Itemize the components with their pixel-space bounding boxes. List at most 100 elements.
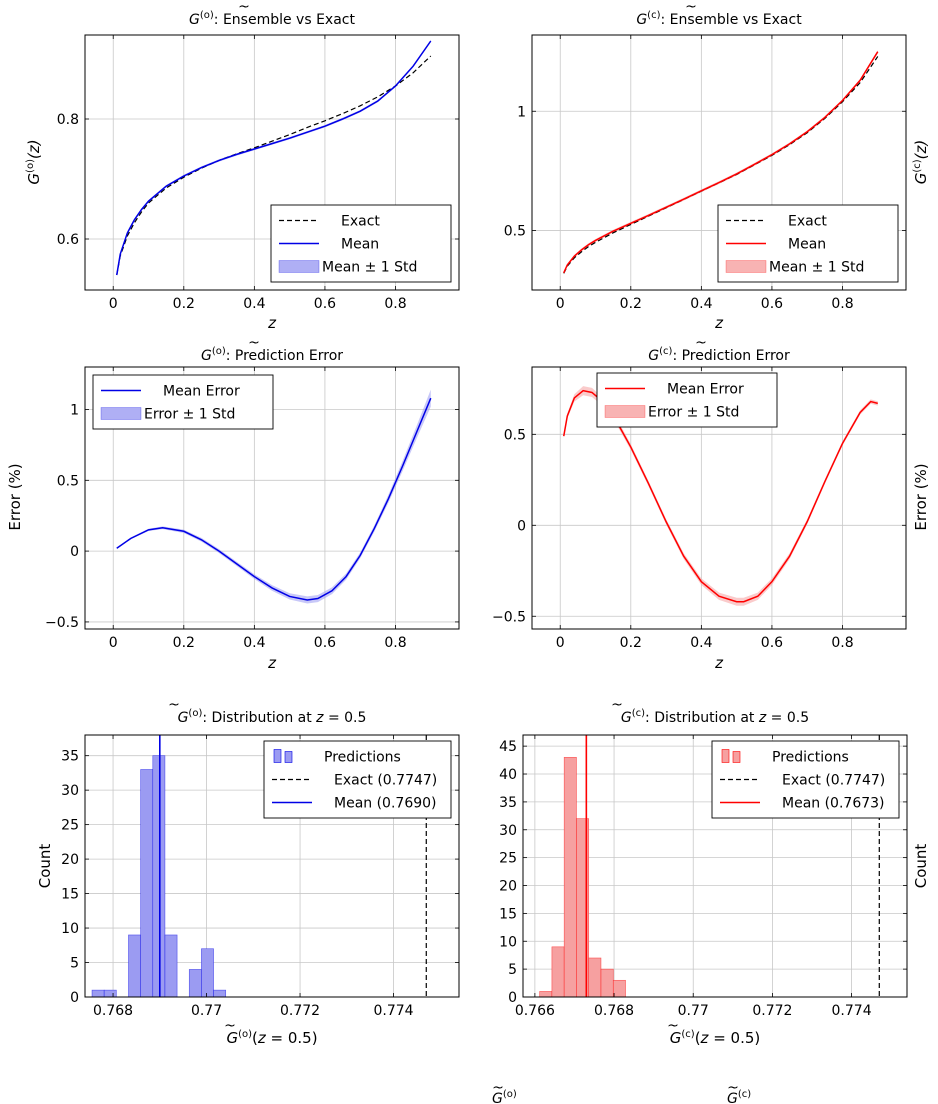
x-tick-label: 0.77 (678, 1003, 709, 1019)
title-superscript: (c) (659, 346, 672, 357)
caption-g-o: G (492, 1091, 503, 1104)
legend-swatch-band (725, 260, 767, 273)
legend: Exact Mean Mean ± 1 Std (270, 204, 452, 283)
x-tick-label: 0.6 (314, 296, 336, 312)
ticks: 0.768 0.77 0.772 0.774 0 5 10 15 20 25 30 35 (61, 735, 459, 1019)
y-tick-label: −0.5 (492, 609, 526, 625)
x-label-symbol: G (226, 1029, 238, 1047)
x-label-open: ( (252, 1029, 258, 1047)
x-label-open: ( (695, 1029, 701, 1047)
x-tick-label: 0.768 (594, 1003, 634, 1019)
y-tick-label: 10 (61, 921, 79, 937)
y-axis-label: Count (36, 844, 54, 889)
axes-frame (531, 34, 907, 291)
caption-tilde-o: ~ (492, 1080, 504, 1096)
plot-area (116, 389, 432, 604)
x-tick-label: 0.772 (752, 1003, 792, 1019)
x-tick-label: 0.4 (243, 296, 265, 312)
mean-series-line (563, 389, 878, 603)
title-symbol: G (189, 12, 200, 28)
mean-series-line (116, 397, 432, 601)
x-label-tilde: ~ (224, 1018, 236, 1034)
legend-swatch-bar (732, 751, 741, 763)
title-symbol: G (178, 710, 189, 726)
ticks: 0.766 0.768 0.77 0.772 0.774 0 5 10 15 20 25 30 35 40… (499, 735, 907, 1019)
x-tick-label: 0.4 (690, 296, 712, 312)
ticks: 0 0.2 0.4 0.6 0.8 −0.5 0 0.5 (492, 367, 906, 651)
histogram-bar (588, 957, 602, 997)
title-symbol: G (201, 348, 212, 364)
title-tilde: ~ (238, 0, 250, 15)
x-tick-label: 0.6 (761, 296, 783, 312)
histogram-bar (539, 991, 553, 997)
x-axis-label: G(c)(z = 0.5) (670, 1029, 760, 1047)
legend-label: Mean ± 1 Std (322, 260, 417, 276)
grid (532, 367, 906, 629)
title-tilde: ~ (695, 335, 707, 351)
histogram-bar (103, 989, 117, 997)
legend: Predictions Exact (0.7747) Mean (0.7673) (711, 740, 900, 819)
x-tick-label: 0.8 (384, 635, 406, 651)
legend-box (263, 740, 452, 819)
title-variable: z (758, 710, 767, 726)
y-axis-label: G(c)(z) (912, 140, 930, 185)
legend-swatch-band (278, 260, 320, 273)
legend-label: Mean (0.7690) (334, 796, 437, 812)
histogram-bar (600, 968, 614, 997)
y-tick-label: 20 (499, 879, 517, 895)
legend-label: Exact (0.7747) (782, 773, 885, 789)
legend-label: Exact (0.7747) (334, 773, 437, 789)
legend-label: Mean Error (163, 384, 240, 400)
y-label-argument: (z) (25, 139, 43, 159)
legend-swatch-bar (273, 749, 282, 763)
x-tick-label: 0.2 (620, 635, 642, 651)
histogram-bar (188, 969, 202, 997)
y-tick-label: 15 (499, 906, 517, 922)
title-text: : Prediction Error (672, 348, 790, 364)
y-tick-label: 1 (517, 104, 526, 120)
x-label-superscript: (o) (238, 1029, 252, 1040)
caption-tilde-c: ~ (727, 1080, 739, 1096)
panel-g-c-distribution: G(c): Distribution at z = 0.5 ~ 0.766 0.7… (499, 697, 930, 1047)
axes-frame (531, 366, 907, 630)
x-tick-label: 0.4 (243, 635, 265, 651)
plot-area (539, 735, 880, 997)
legend-swatch-bar (284, 751, 293, 763)
y-tick-label: 1 (70, 402, 79, 418)
histogram-bar (152, 755, 166, 997)
x-tick-label: 0.772 (280, 1003, 320, 1019)
ticks: 0 0.2 0.4 0.6 0.8 0.5 1 (504, 35, 906, 312)
x-label-variable: z (700, 1029, 710, 1047)
title-superscript: (c) (632, 708, 645, 719)
caption-sup-o: (o) (503, 1089, 517, 1100)
histogram-bar (201, 948, 214, 997)
y-tick-label: 20 (61, 852, 79, 868)
y-tick-label: 35 (61, 749, 79, 765)
y-label-symbol: G (912, 173, 930, 185)
y-tick-label: 25 (499, 851, 517, 867)
x-label-value: = 0.5) (708, 1029, 760, 1047)
title-superscript: (c) (647, 10, 660, 21)
title-symbol: G (621, 710, 632, 726)
y-tick-label: 25 (61, 818, 79, 834)
title-text: : Ensemble vs Exact (660, 12, 802, 28)
title-text: : Distribution at (202, 710, 316, 726)
x-axis-label: z (714, 654, 724, 672)
x-label-tilde: ~ (667, 1018, 679, 1034)
histogram-bar (128, 934, 141, 997)
x-tick-label: 0.6 (314, 635, 336, 651)
x-axis-label: z (267, 654, 277, 672)
histogram-bar (213, 989, 227, 997)
title-superscript: (o) (212, 346, 226, 357)
y-label-argument: (z) (912, 140, 930, 160)
x-tick-label: 0 (109, 296, 118, 312)
y-axis-label: Count (912, 844, 930, 889)
title-superscript: (o) (188, 708, 202, 719)
x-tick-label: 0.2 (173, 296, 195, 312)
legend-label: Exact (341, 214, 380, 230)
legend-label: Mean (341, 237, 379, 253)
legend-label: Error ± 1 Std (144, 407, 235, 423)
x-tick-label: 0.8 (831, 296, 853, 312)
y-label-superscript: (o) (25, 159, 36, 173)
y-tick-label: 0.5 (504, 427, 526, 443)
